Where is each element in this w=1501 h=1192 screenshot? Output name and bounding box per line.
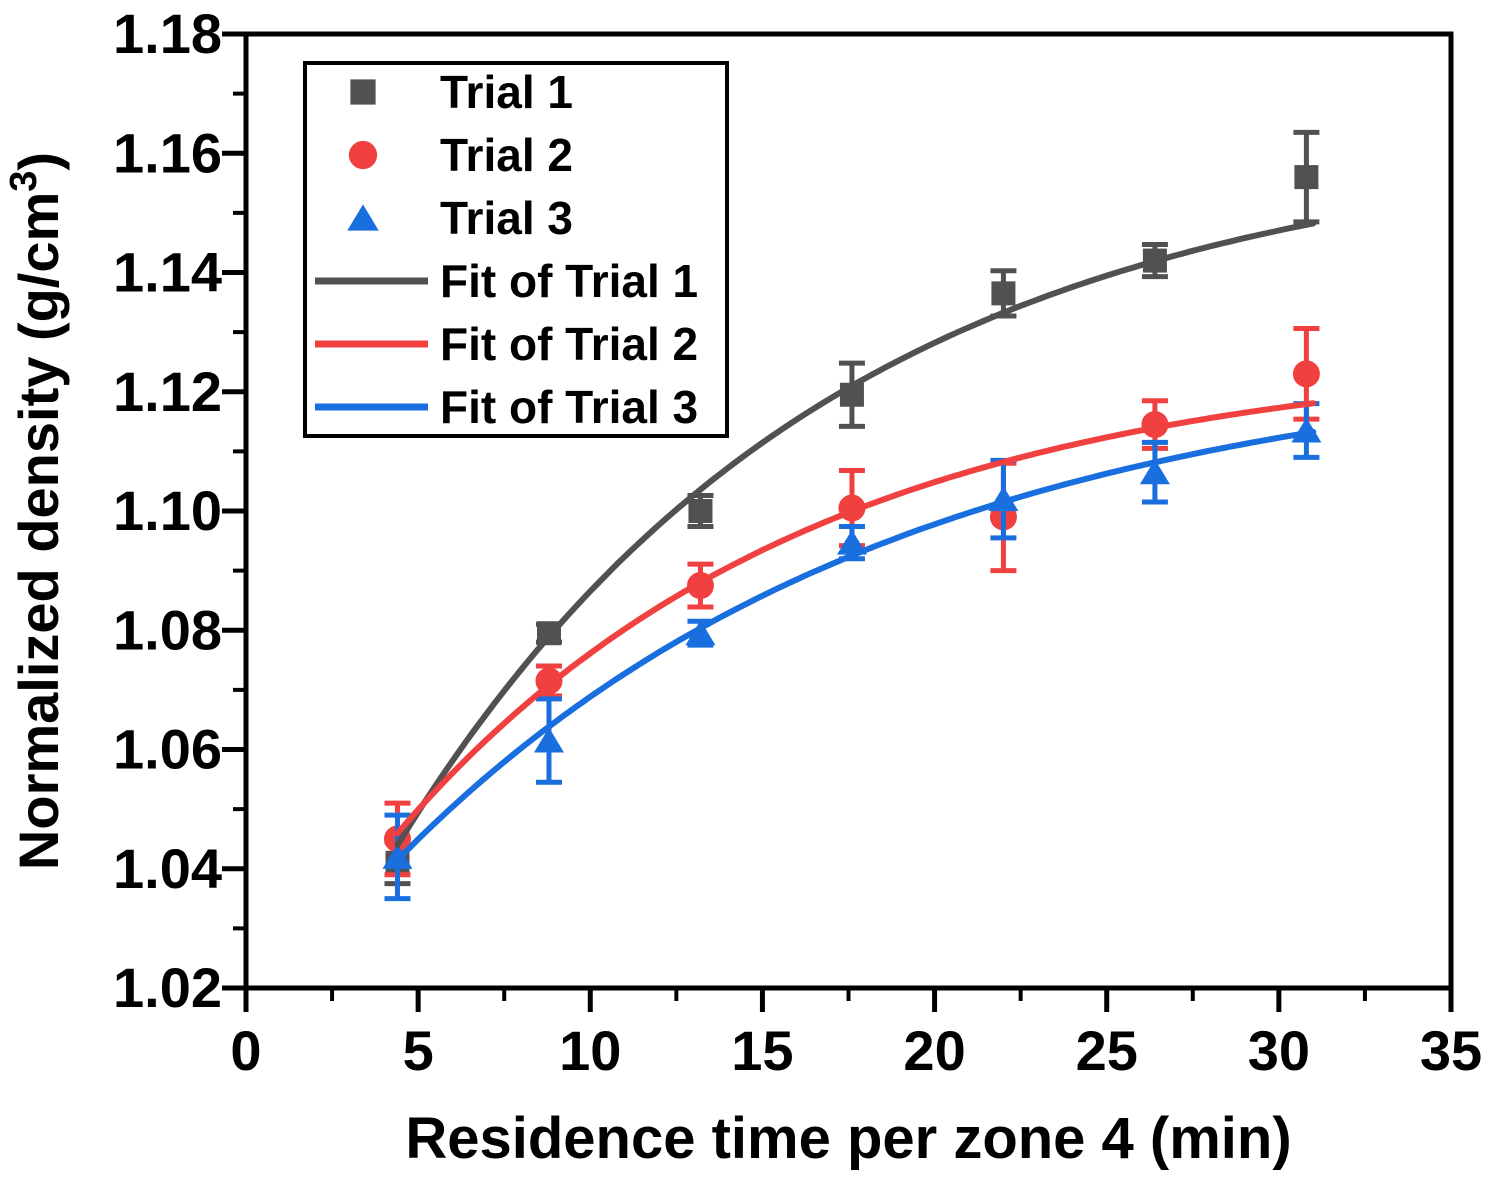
legend-label: Fit of Trial 1 bbox=[440, 255, 698, 307]
y-tick-label: 1.16 bbox=[113, 121, 222, 184]
y-tick-label: 1.08 bbox=[113, 598, 222, 661]
legend-entry-fit-of-trial-1: Fit of Trial 1 bbox=[315, 255, 698, 307]
x-tick-label: 0 bbox=[230, 1019, 261, 1082]
fit-line-fit-of-trial-2 bbox=[394, 400, 1317, 837]
x-tick-label: 20 bbox=[903, 1019, 965, 1082]
y-tick-label: 1.18 bbox=[113, 2, 222, 65]
legend-entry-trial-1: Trial 1 bbox=[350, 66, 573, 118]
y-tick-label: 1.14 bbox=[113, 241, 222, 304]
legend: Trial 1 Trial 2 Trial 3 Fit of Trial 1 Fit o… bbox=[303, 61, 729, 438]
square-marker bbox=[1294, 165, 1319, 190]
triangle-marker bbox=[533, 727, 564, 753]
y-tick-label: 1.04 bbox=[113, 837, 222, 900]
y-axis-title: Normalized density (g/cm3) bbox=[3, 152, 70, 870]
legend-label: Fit of Trial 2 bbox=[440, 318, 698, 370]
legend-label: Fit of Trial 3 bbox=[440, 381, 698, 433]
x-tick-label: 25 bbox=[1076, 1019, 1138, 1082]
y-tick-label: 1.02 bbox=[113, 956, 222, 1019]
circle-marker bbox=[348, 140, 378, 170]
legend-box bbox=[303, 61, 729, 438]
x-tick-label: 35 bbox=[1420, 1019, 1482, 1082]
fit-line-fit-of-trial-1 bbox=[394, 220, 1317, 848]
x-axis-title: Residence time per zone 4 (min) bbox=[405, 1106, 1291, 1171]
x-tick-label: 30 bbox=[1248, 1019, 1310, 1082]
circle-marker bbox=[1292, 360, 1320, 388]
legend-label: Trial 1 bbox=[440, 66, 573, 118]
x-tick-label: 5 bbox=[403, 1019, 434, 1082]
y-tick-label: 1.06 bbox=[113, 718, 222, 781]
triangle-marker bbox=[347, 204, 379, 231]
axis-tick-labels: 0 5 10 15 20 25 30 35 1.02 1.04 1.06 1.08 1.10 1.12 1.… bbox=[113, 2, 1482, 1082]
axis-ticks bbox=[222, 31, 1454, 1012]
legend-entry-trial-3: Trial 3 bbox=[347, 192, 573, 244]
y-tick-label: 1.10 bbox=[113, 479, 222, 542]
legend-entry-fit-of-trial-2: Fit of Trial 2 bbox=[315, 318, 698, 370]
x-tick-label: 10 bbox=[559, 1019, 621, 1082]
triangle-marker bbox=[685, 620, 716, 646]
x-tick-label: 15 bbox=[731, 1019, 793, 1082]
square-marker bbox=[688, 499, 713, 523]
fit-line-fit-of-trial-3 bbox=[394, 428, 1317, 863]
triangle-marker bbox=[1139, 459, 1170, 485]
square-marker bbox=[350, 79, 376, 105]
triangle-marker bbox=[836, 529, 867, 555]
legend-entry-trial-2: Trial 2 bbox=[348, 129, 573, 181]
y-tick-label: 1.12 bbox=[113, 360, 222, 423]
legend-label: Trial 3 bbox=[440, 192, 573, 244]
legend-label: Trial 2 bbox=[440, 129, 573, 181]
legend-entry-fit-of-trial-3: Fit of Trial 3 bbox=[315, 381, 698, 433]
square-marker bbox=[991, 281, 1016, 306]
